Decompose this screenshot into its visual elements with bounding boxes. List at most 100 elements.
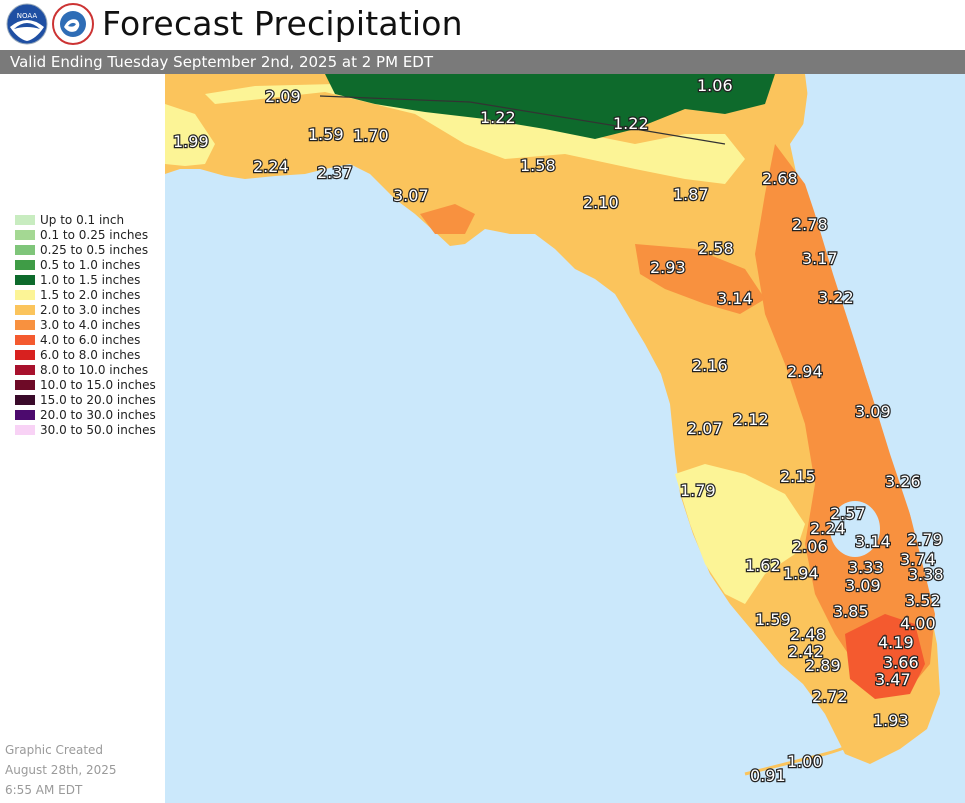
precip-value-label: 2.37 <box>317 163 353 182</box>
legend-swatch <box>15 305 35 315</box>
precip-value-label: 3.74 <box>900 550 936 569</box>
precip-value-label: 3.26 <box>885 472 921 491</box>
legend-label: Up to 0.1 inch <box>40 213 125 227</box>
legend-label: 30.0 to 50.0 inches <box>40 423 156 437</box>
nws-logo <box>52 3 94 45</box>
legend-item: 1.0 to 1.5 inches <box>15 273 165 288</box>
noaa-logo: NOAA <box>6 3 48 45</box>
footer-line-2: August 28th, 2025 <box>5 763 117 777</box>
precip-value-label: 3.52 <box>905 591 941 610</box>
legend-label: 4.0 to 6.0 inches <box>40 333 141 347</box>
precip-value-label: 1.58 <box>520 156 556 175</box>
legend-label: 3.0 to 4.0 inches <box>40 318 141 332</box>
precip-value-label: 2.42 <box>788 642 824 661</box>
precip-value-label: 2.15 <box>780 467 816 486</box>
precip-value-label: 1.06 <box>697 76 733 95</box>
precip-value-label: 1.99 <box>173 132 209 151</box>
precip-value-label: 2.58 <box>698 239 734 258</box>
legend-item: 0.5 to 1.0 inches <box>15 258 165 273</box>
precip-value-label: 1.22 <box>480 108 516 127</box>
footer-line-3: 6:55 AM EDT <box>5 783 83 797</box>
precip-value-label: 3.17 <box>802 249 838 268</box>
state-boundary <box>319 95 726 145</box>
precip-value-label: 2.57 <box>830 504 866 523</box>
precip-value-label: 2.24 <box>253 157 289 176</box>
precip-value-label: 2.24 <box>810 519 846 538</box>
valid-time-text: Valid Ending Tuesday September 2nd, 2025… <box>10 53 434 71</box>
precip-value-label: 2.72 <box>812 687 848 706</box>
legend-label: 6.0 to 8.0 inches <box>40 348 141 362</box>
legend-swatch <box>15 290 35 300</box>
legend-swatch <box>15 245 35 255</box>
legend-item: 3.0 to 4.0 inches <box>15 318 165 333</box>
legend-label: 20.0 to 30.0 inches <box>40 408 156 422</box>
precip-value-label: 1.87 <box>673 185 709 204</box>
precip-value-label: 2.16 <box>692 356 728 375</box>
legend-swatch <box>15 320 35 330</box>
legend-item: 0.1 to 0.25 inches <box>15 228 165 243</box>
precip-value-label: 3.85 <box>833 602 869 621</box>
legend-swatch <box>15 380 35 390</box>
precip-value-label: 1.59 <box>308 125 344 144</box>
footer-line-1: Graphic Created <box>5 743 104 757</box>
page-title: Forecast Precipitation <box>102 4 463 43</box>
precip-value-label: 1.93 <box>873 711 909 730</box>
precip-value-label: 1.62 <box>745 556 781 575</box>
precip-value-label: 1.94 <box>783 564 819 583</box>
legend-label: 15.0 to 20.0 inches <box>40 393 156 407</box>
precip-value-label: 2.93 <box>650 258 686 277</box>
precip-value-label: 2.68 <box>762 169 798 188</box>
legend-label: 0.25 to 0.5 inches <box>40 243 149 257</box>
legend-swatch <box>15 215 35 225</box>
precip-value-label: 4.00 <box>900 614 936 633</box>
precip-value-label: 2.78 <box>792 215 828 234</box>
left-panel <box>0 74 165 803</box>
legend-item: 1.5 to 2.0 inches <box>15 288 165 303</box>
legend-label: 0.5 to 1.0 inches <box>40 258 141 272</box>
land <box>165 74 940 764</box>
precip-value-label: 3.22 <box>818 288 854 307</box>
legend-swatch <box>15 365 35 375</box>
precip-value-label: 2.09 <box>265 87 301 106</box>
legend-swatch <box>15 395 35 405</box>
header: NOAA Forecast Precipitation <box>0 0 965 50</box>
precip-value-label: 2.48 <box>790 625 826 644</box>
precip-value-label: 2.12 <box>733 410 769 429</box>
precip-value-label: 3.38 <box>908 565 944 584</box>
precip-value-label: 3.47 <box>875 670 911 689</box>
legend-swatch <box>15 410 35 420</box>
precip-value-label: 2.07 <box>687 419 723 438</box>
florida-keys <box>744 732 871 776</box>
legend-item: 10.0 to 15.0 inches <box>15 378 165 393</box>
precip-value-label: 3.07 <box>393 186 429 205</box>
legend-item: Up to 0.1 inch <box>15 213 165 228</box>
legend-item: 4.0 to 6.0 inches <box>15 333 165 348</box>
precip-value-label: 1.70 <box>353 126 389 145</box>
legend-item: 30.0 to 50.0 inches <box>15 423 165 438</box>
legend-item: 2.0 to 3.0 inches <box>15 303 165 318</box>
precipitation-map: 2.09 1.06 1.99 1.22 1.22 1.59 1.70 2.24 2.37 1.58… <box>165 74 965 803</box>
footer: Graphic Created August 28th, 2025 6:55 A… <box>5 740 155 800</box>
svg-text:NOAA: NOAA <box>17 12 38 20</box>
legend-swatch <box>15 260 35 270</box>
lake-okeechobee <box>830 501 880 557</box>
precip-value-label: 2.06 <box>792 537 828 556</box>
precip-value-label: 1.00 <box>787 752 823 771</box>
legend-label: 1.0 to 1.5 inches <box>40 273 141 287</box>
precip-value-label: 3.66 <box>883 653 919 672</box>
precip-value-label: 3.09 <box>855 402 891 421</box>
legend-label: 1.5 to 2.0 inches <box>40 288 141 302</box>
atlantic-water <box>800 74 965 803</box>
legend-item: 6.0 to 8.0 inches <box>15 348 165 363</box>
legend-item: 20.0 to 30.0 inches <box>15 408 165 423</box>
legend-item: 15.0 to 20.0 inches <box>15 393 165 408</box>
legend-item: 8.0 to 10.0 inches <box>15 363 165 378</box>
valid-time-bar: Valid Ending Tuesday September 2nd, 2025… <box>0 50 965 74</box>
precip-value-label: 4.19 <box>878 633 914 652</box>
legend-swatch <box>15 230 35 240</box>
precip-value-label: 1.22 <box>613 114 649 133</box>
precip-value-label: 3.33 <box>848 558 884 577</box>
precip-value-label: 1.59 <box>755 610 791 629</box>
precip-value-label: 3.14 <box>717 289 753 308</box>
legend-item: 0.25 to 0.5 inches <box>15 243 165 258</box>
